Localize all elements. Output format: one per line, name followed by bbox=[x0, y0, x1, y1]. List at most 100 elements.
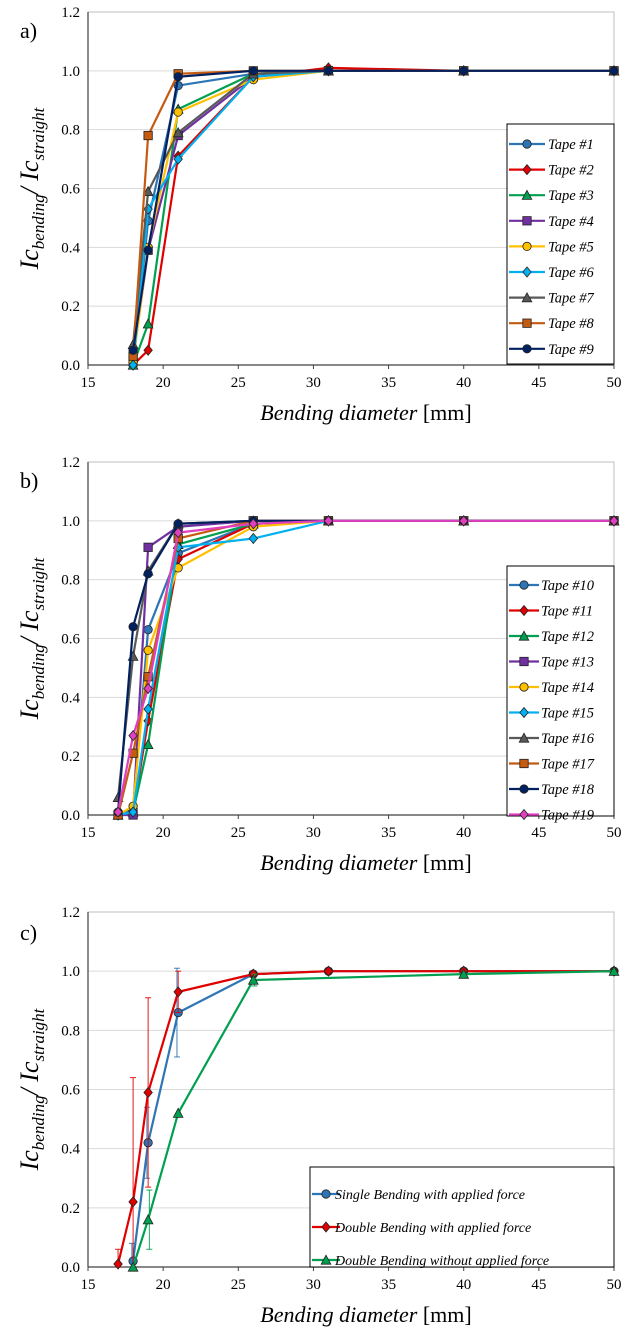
x-tick-label: 20 bbox=[156, 825, 171, 841]
legend-label: Tape #19 bbox=[541, 808, 595, 824]
legend-label: Tape #1 bbox=[548, 137, 594, 153]
x-tick-label: 50 bbox=[607, 375, 622, 391]
legend-label: Tape #8 bbox=[548, 316, 595, 332]
legend-marker bbox=[519, 758, 529, 769]
series-9 bbox=[128, 66, 619, 355]
chart-panel-b: 0.0 0.2 0.4 0.6 0.8 1.0 1.2 15 20 25 30 35 40 45 50 Ben… bbox=[15, 455, 622, 875]
data-point bbox=[323, 66, 334, 76]
y-tick-label: 1.0 bbox=[61, 64, 80, 80]
data-point bbox=[127, 1261, 139, 1272]
data-point bbox=[143, 703, 153, 715]
data-point bbox=[248, 518, 259, 530]
data-point bbox=[247, 974, 259, 985]
legend-box bbox=[309, 1166, 615, 1268]
legend-item: Tape #10 bbox=[509, 578, 595, 594]
x-tick-label: 50 bbox=[607, 825, 622, 841]
legend-item: Single Bending with applied force bbox=[312, 1188, 525, 1203]
legend-label: Double Bending with applied force bbox=[334, 1221, 531, 1236]
legend-item: Tape #15 bbox=[509, 706, 594, 722]
legend-item: Tape #1 bbox=[509, 137, 594, 153]
data-point bbox=[323, 515, 334, 527]
x-tick-label: 20 bbox=[156, 375, 171, 391]
x-tick-label: 45 bbox=[531, 1277, 546, 1293]
y-tick-label: 0.8 bbox=[61, 123, 80, 139]
y-tick-label: 0.4 bbox=[61, 240, 80, 256]
y-tick-label: 0.4 bbox=[61, 1142, 80, 1158]
legend-label: Tape #18 bbox=[541, 782, 595, 798]
legend-marker bbox=[522, 216, 532, 226]
legend-marker bbox=[521, 291, 533, 303]
data-point bbox=[173, 526, 183, 539]
x-tick-label: 15 bbox=[81, 375, 96, 391]
series-line bbox=[116, 970, 614, 1265]
data-point bbox=[459, 66, 469, 76]
data-point bbox=[458, 968, 470, 979]
panel-label: a) bbox=[20, 18, 37, 43]
y-tick-label: 1.0 bbox=[61, 514, 80, 530]
legend-marker bbox=[522, 163, 532, 176]
x-tick-label: 50 bbox=[607, 1277, 622, 1293]
data-point bbox=[143, 1086, 153, 1099]
legend-marker bbox=[321, 1221, 331, 1233]
x-tick-label: 30 bbox=[306, 375, 321, 391]
data-point bbox=[248, 66, 258, 76]
data-point bbox=[128, 729, 138, 742]
legend-marker bbox=[521, 189, 533, 200]
data-point bbox=[143, 203, 153, 215]
legend-item: Tape #18 bbox=[509, 782, 595, 798]
data-point bbox=[173, 519, 183, 529]
data-point bbox=[143, 245, 153, 255]
y-tick-label: 0.2 bbox=[61, 749, 80, 765]
legend-label: Tape #17 bbox=[541, 757, 595, 773]
data-point bbox=[128, 345, 138, 355]
legend-marker bbox=[321, 1189, 331, 1199]
data-point bbox=[128, 622, 138, 632]
legend-label: Tape #3 bbox=[548, 188, 594, 204]
legend-label: Tape #10 bbox=[541, 578, 595, 594]
data-point bbox=[609, 66, 619, 76]
data-point bbox=[173, 72, 183, 82]
legend-label: Tape #4 bbox=[548, 214, 594, 230]
legend-marker bbox=[519, 682, 529, 692]
series-3 bbox=[127, 965, 620, 1272]
data-point bbox=[113, 806, 123, 818]
data-point bbox=[142, 185, 154, 197]
legend-item: Tape #14 bbox=[509, 680, 594, 696]
legend: Tape #10 Tape #11 Tape #12 Tape #13 Tape #14… bbox=[506, 565, 615, 824]
series-10 bbox=[113, 515, 619, 818]
data-point bbox=[143, 130, 153, 141]
data-point bbox=[173, 986, 183, 998]
data-point bbox=[323, 965, 334, 977]
data-point bbox=[173, 107, 183, 117]
legend-label: Tape #6 bbox=[548, 265, 595, 281]
y-tick-label: 0.6 bbox=[61, 1083, 80, 1099]
x-tick-label: 15 bbox=[81, 1277, 96, 1293]
legend-item: Tape #13 bbox=[509, 655, 594, 671]
x-tick-label: 25 bbox=[231, 1277, 246, 1293]
legend-marker bbox=[522, 344, 532, 354]
data-point bbox=[609, 515, 619, 527]
data-point bbox=[143, 672, 153, 682]
y-axis-label: Icbending/ Icstraight bbox=[15, 556, 48, 720]
y-tick-label: 0.2 bbox=[61, 1201, 80, 1217]
x-tick-label: 35 bbox=[381, 375, 396, 391]
legend-item: Double Bending without applied force bbox=[312, 1254, 549, 1269]
series-line bbox=[116, 519, 614, 813]
y-axis-label: Icbending/ Icstraight bbox=[15, 106, 48, 270]
legend-marker bbox=[518, 630, 530, 641]
x-tick-label: 40 bbox=[456, 375, 471, 391]
legend-label: Tape #15 bbox=[541, 706, 594, 722]
legend-label: Tape #7 bbox=[548, 291, 595, 307]
legend: Tape #1 Tape #2 Tape #3 Tape #4 Tape #5 Tape … bbox=[506, 123, 615, 365]
x-tick-label: 35 bbox=[381, 1277, 396, 1293]
y-tick-label: 0.2 bbox=[61, 299, 80, 315]
legend-item: Tape #8 bbox=[509, 316, 595, 332]
legend-item: Tape #16 bbox=[509, 731, 595, 747]
x-axis-label: Bending diameter [mm] bbox=[260, 400, 471, 425]
panel-label: b) bbox=[20, 468, 38, 493]
data-point bbox=[143, 542, 153, 552]
legend-marker bbox=[519, 808, 529, 821]
data-point bbox=[142, 738, 154, 749]
legend-marker bbox=[522, 241, 532, 251]
data-point bbox=[608, 965, 620, 976]
